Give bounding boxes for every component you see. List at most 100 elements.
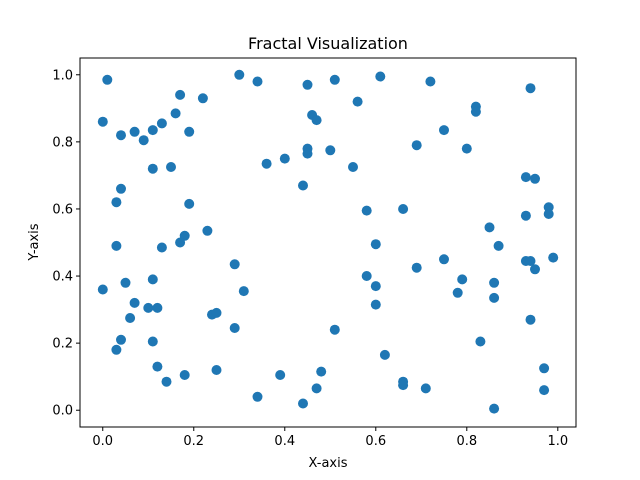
data-point-57 — [525, 256, 536, 266]
data-point-2 — [234, 69, 245, 80]
data-point-43 — [361, 205, 372, 216]
data-point-78 — [525, 314, 536, 325]
data-point-6 — [425, 76, 436, 87]
y-tick-label: 1.0 — [52, 68, 73, 83]
data-point-13 — [470, 106, 481, 117]
data-point-53 — [156, 242, 167, 253]
data-point-10 — [197, 93, 208, 104]
data-point-38 — [116, 183, 126, 194]
data-point-87 — [539, 363, 550, 374]
data-point-64 — [120, 277, 131, 288]
data-point-4 — [329, 74, 340, 85]
data-point-37 — [298, 180, 308, 191]
x-tick-label: 0.0 — [92, 434, 113, 449]
data-point-81 — [116, 334, 126, 345]
data-point-17 — [97, 116, 108, 127]
y-tick-label: 0.0 — [52, 404, 73, 419]
data-point-67 — [97, 284, 108, 295]
x-tick-label: 0.2 — [183, 434, 204, 449]
data-point-24 — [138, 135, 149, 146]
x-axis-ticks: 0.0 0.2 0.4 0.6 0.8 1.0 — [92, 427, 568, 449]
data-point-79 — [229, 323, 240, 333]
y-tick-label: 0.8 — [52, 135, 73, 150]
data-point-32 — [348, 162, 358, 172]
data-point-54 — [548, 252, 559, 263]
data-point-7 — [302, 79, 313, 90]
data-point-21 — [147, 125, 158, 136]
chart-title: Fractal Visualization — [248, 34, 408, 53]
data-point-60 — [229, 259, 240, 270]
data-point-98 — [252, 391, 263, 402]
data-point-84 — [111, 344, 122, 355]
data-point-44 — [520, 210, 531, 221]
data-point-29 — [302, 148, 313, 159]
data-point-99 — [298, 398, 308, 409]
data-point-1 — [102, 74, 113, 85]
data-point-34 — [166, 162, 176, 172]
data-point-82 — [147, 336, 158, 347]
data-point-27 — [325, 145, 336, 156]
data-point-71 — [129, 297, 140, 308]
data-point-28 — [461, 143, 472, 154]
data-point-61 — [361, 271, 372, 281]
x-tick-label: 0.8 — [456, 434, 477, 449]
data-point-47 — [202, 225, 213, 236]
data-point-8 — [525, 83, 536, 94]
data-point-39 — [111, 197, 122, 208]
x-tick-label: 1.0 — [547, 434, 568, 449]
y-axis-ticks: 0.0 0.2 0.4 0.6 0.8 1.0 — [52, 68, 80, 419]
data-point-5 — [375, 71, 386, 82]
data-point-90 — [275, 370, 286, 380]
data-point-73 — [152, 302, 163, 313]
data-point-76 — [211, 307, 222, 318]
data-point-23 — [116, 130, 126, 141]
data-point-97 — [539, 385, 550, 396]
data-point-16 — [311, 115, 322, 126]
data-point-45 — [543, 209, 554, 219]
data-point-94 — [398, 380, 409, 391]
data-point-55 — [439, 254, 449, 265]
data-point-66 — [370, 281, 381, 292]
x-tick-label: 0.4 — [274, 434, 295, 449]
x-tick-label: 0.6 — [365, 434, 386, 449]
data-point-18 — [156, 118, 167, 129]
data-point-92 — [161, 376, 172, 387]
data-point-86 — [152, 361, 163, 372]
data-point-22 — [184, 126, 195, 137]
plot-frame — [79, 57, 577, 428]
y-tick-label: 0.6 — [52, 202, 73, 217]
data-point-35 — [520, 172, 531, 183]
data-point-80 — [329, 324, 340, 335]
data-point-3 — [252, 76, 263, 87]
data-point-68 — [238, 286, 249, 297]
data-point-89 — [316, 366, 327, 377]
data-point-49 — [175, 237, 186, 248]
data-point-51 — [111, 240, 122, 251]
data-point-63 — [147, 274, 158, 285]
data-point-91 — [179, 370, 190, 380]
data-point-59 — [530, 264, 540, 275]
data-point-9 — [175, 89, 186, 100]
data-point-20 — [129, 126, 140, 137]
data-point-85 — [379, 349, 390, 360]
data-point-96 — [420, 383, 431, 394]
y-axis-label: Y-axis — [27, 223, 42, 261]
x-axis-label: X-axis — [309, 456, 348, 471]
data-point-46 — [484, 222, 495, 233]
data-point-65 — [489, 277, 500, 288]
data-point-50 — [370, 239, 381, 250]
data-point-100 — [489, 403, 500, 414]
data-point-77 — [125, 313, 136, 323]
data-point-83 — [475, 336, 486, 347]
data-point-72 — [370, 299, 381, 310]
data-point-31 — [261, 158, 272, 169]
data-point-70 — [489, 292, 500, 303]
data-point-33 — [147, 163, 158, 174]
data-point-69 — [452, 287, 463, 298]
data-point-62 — [457, 274, 468, 285]
data-point-40 — [184, 198, 195, 209]
data-point-42 — [398, 204, 409, 214]
data-point-52 — [493, 240, 504, 251]
data-point-14 — [170, 108, 181, 119]
